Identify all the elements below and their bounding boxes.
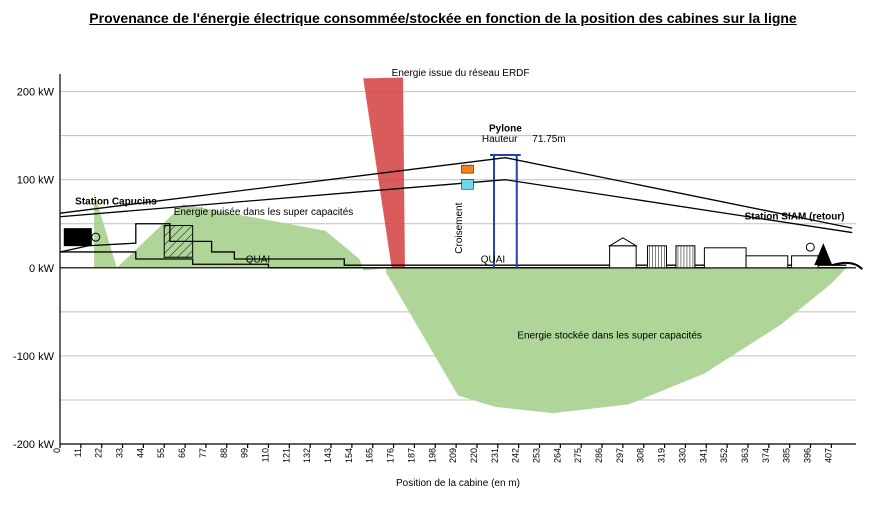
building-2 bbox=[676, 246, 695, 268]
ytick-label: -200 kW bbox=[13, 439, 55, 451]
xtick-label: 22 bbox=[94, 448, 104, 458]
xtick-label: 220 bbox=[469, 448, 479, 463]
xtick-label: 77 bbox=[198, 448, 208, 458]
annotation-quai-right: QUAI bbox=[481, 255, 505, 266]
xtick-label: 143 bbox=[323, 448, 333, 463]
ytick-label: 100 kW bbox=[17, 175, 55, 187]
ytick-label: -100 kW bbox=[13, 351, 55, 363]
xtick-label: 121 bbox=[281, 448, 291, 463]
xtick-label: 352 bbox=[719, 448, 729, 463]
chart-svg: -200 kW -100 kW 0 kW 100 kW 200 kW 0 11 22 33 44 5… bbox=[10, 34, 876, 494]
xtick-label: 308 bbox=[636, 448, 646, 463]
xtick-label: 33 bbox=[115, 448, 125, 458]
xtick-label: 176 bbox=[386, 448, 396, 463]
xtick-label: 154 bbox=[344, 448, 354, 463]
xtick-label: 319 bbox=[657, 448, 667, 463]
building-roof-0 bbox=[610, 238, 637, 246]
xtick-label: 11 bbox=[73, 448, 83, 457]
annotation-station-right: Station SIAM (retour) bbox=[745, 211, 845, 222]
xtick-label: 374 bbox=[761, 448, 771, 463]
xtick-label: 231 bbox=[490, 448, 500, 463]
xtick-label: 407 bbox=[823, 448, 833, 463]
chart-title: Provenance de l'énergie électrique conso… bbox=[10, 10, 876, 26]
xtick-label: 88 bbox=[219, 448, 229, 458]
building-0 bbox=[610, 246, 637, 268]
xtick-label: 286 bbox=[594, 448, 604, 463]
xtick-label: 341 bbox=[698, 448, 708, 463]
annotation-supercap-in: Energie puisée dans les super capacités bbox=[174, 207, 354, 218]
xtick-label: 297 bbox=[615, 448, 625, 463]
cabin-orange bbox=[461, 165, 473, 173]
building-3 bbox=[704, 248, 746, 268]
x-axis-label: Position de la cabine (en m) bbox=[396, 478, 520, 489]
xtick-label: 44 bbox=[135, 448, 145, 458]
annotation-quai-left: QUAI bbox=[246, 255, 270, 266]
xtick-label: 363 bbox=[740, 448, 750, 463]
annotation-station-left: Station Capucins bbox=[75, 196, 157, 207]
building-4 bbox=[746, 256, 788, 268]
ytick-label: 200 kW bbox=[17, 87, 55, 99]
annotation-pylon-title: Pylone bbox=[489, 123, 522, 134]
ytick-label: 0 kW bbox=[29, 263, 55, 275]
annotation-pylon-hauteur: Hauteur bbox=[482, 134, 518, 145]
xtick-label: 253 bbox=[531, 448, 541, 463]
xtick-label: 242 bbox=[511, 448, 521, 463]
annotation-supercap-store: Energie stockée dans les super capacités bbox=[517, 330, 702, 341]
xtick-label: 55 bbox=[156, 448, 166, 458]
annotation-pylon-height: 71.75m bbox=[532, 134, 565, 145]
station-right-wheel bbox=[806, 243, 814, 251]
chart-container: -200 kW -100 kW 0 kW 100 kW 200 kW 0 11 22 33 44 5… bbox=[10, 34, 876, 494]
building-1 bbox=[648, 246, 667, 268]
xtick-label: 385 bbox=[782, 448, 792, 463]
cabin-cyan bbox=[461, 179, 473, 189]
xtick-label: 0 bbox=[52, 448, 62, 453]
xtick-label: 330 bbox=[677, 448, 687, 463]
xtick-label: 264 bbox=[552, 448, 562, 463]
hatched-structure bbox=[164, 226, 192, 258]
annotation-croisement: Croisement bbox=[454, 202, 465, 253]
xtick-label: 110 bbox=[260, 448, 270, 462]
xtick-label: 275 bbox=[573, 448, 583, 463]
building-5 bbox=[792, 256, 819, 268]
xtick-label: 132 bbox=[302, 448, 312, 463]
annotation-erdf: Energie issue du réseau ERDF bbox=[392, 68, 530, 79]
xtick-label: 396 bbox=[803, 448, 813, 463]
xtick-label: 198 bbox=[427, 448, 437, 463]
xtick-label: 209 bbox=[448, 448, 458, 463]
station-right-structure bbox=[814, 243, 832, 265]
station-left-structure bbox=[64, 228, 92, 246]
xtick-label: 187 bbox=[406, 448, 416, 463]
xtick-label: 165 bbox=[365, 448, 375, 463]
xtick-label: 99 bbox=[240, 448, 250, 458]
xtick-label: 66 bbox=[177, 448, 187, 458]
